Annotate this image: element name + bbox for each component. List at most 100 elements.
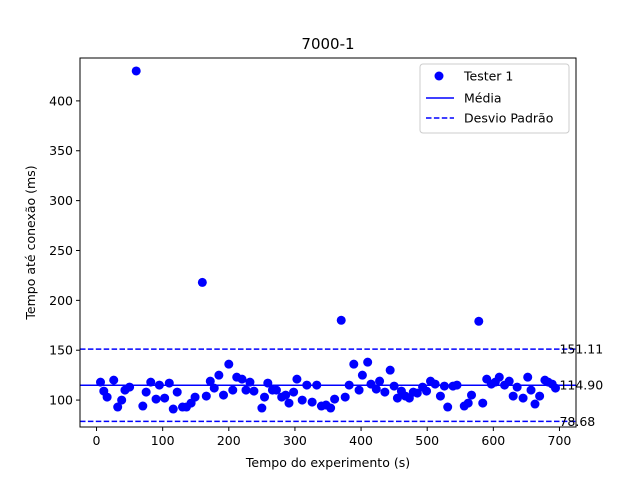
y-tick-label: 300 xyxy=(49,193,73,208)
data-point xyxy=(172,387,182,397)
data-point xyxy=(380,387,390,397)
x-tick-label: 600 xyxy=(481,433,505,448)
data-point xyxy=(190,392,200,402)
data-point xyxy=(439,381,449,391)
data-point xyxy=(550,383,560,393)
data-point xyxy=(160,393,170,403)
plot-area: 0 100 200 300 400 500 600 700 100 150 200 250 300 350… xyxy=(49,66,603,448)
data-point xyxy=(197,277,207,287)
data-point xyxy=(530,399,540,409)
data-point xyxy=(224,359,234,369)
x-tick-label: 200 xyxy=(217,433,241,448)
y-tick-label: 400 xyxy=(49,93,73,108)
data-point xyxy=(435,391,445,401)
legend-label-tester-1: Tester 1 xyxy=(463,69,513,84)
data-point xyxy=(508,391,518,401)
legend-box xyxy=(419,63,570,134)
data-point xyxy=(96,377,106,387)
data-point xyxy=(284,398,294,408)
data-point xyxy=(478,398,488,408)
y-tick-label: 200 xyxy=(49,293,73,308)
data-point xyxy=(214,370,224,380)
data-point xyxy=(330,394,340,404)
data-point xyxy=(363,357,373,367)
data-point xyxy=(336,315,346,325)
data-point xyxy=(141,387,151,397)
legend-marker-tester-1 xyxy=(434,71,444,81)
x-tick-label: 400 xyxy=(349,433,373,448)
data-point xyxy=(392,393,402,403)
y-tick-label: 150 xyxy=(49,343,73,358)
x-tick-label: 300 xyxy=(283,433,307,448)
data-point xyxy=(151,394,161,404)
axes-frame xyxy=(79,57,577,428)
x-tick-label: 500 xyxy=(415,433,439,448)
data-point xyxy=(312,380,322,390)
reference-value-label: 114.90 xyxy=(559,378,603,393)
reference-value-label: 151.11 xyxy=(559,342,603,357)
data-point xyxy=(389,381,399,391)
y-tick-label: 100 xyxy=(49,393,73,408)
data-point xyxy=(201,391,211,401)
data-point xyxy=(307,397,317,407)
data-point xyxy=(131,66,141,76)
data-point xyxy=(168,404,178,414)
data-point xyxy=(504,376,514,386)
data-point xyxy=(109,375,119,385)
data-point xyxy=(205,376,215,386)
y-tick-label: 250 xyxy=(49,243,73,258)
data-point xyxy=(422,386,432,396)
data-point xyxy=(297,395,307,405)
data-point xyxy=(452,380,462,390)
data-point xyxy=(371,384,381,394)
data-point xyxy=(154,380,164,390)
data-point xyxy=(245,377,255,387)
x-tick-label: 0 xyxy=(93,433,101,448)
data-point xyxy=(271,385,281,395)
data-point xyxy=(113,402,123,412)
data-point xyxy=(340,392,350,402)
data-point xyxy=(289,387,299,397)
data-point xyxy=(385,365,395,375)
data-point xyxy=(138,401,148,411)
data-point xyxy=(102,392,112,402)
data-point xyxy=(535,391,545,401)
data-point xyxy=(117,395,127,405)
y-tick-label: 350 xyxy=(49,143,73,158)
x-tick-label: 700 xyxy=(548,433,572,448)
data-point xyxy=(474,316,484,326)
data-point xyxy=(125,382,135,392)
data-point xyxy=(443,402,453,412)
legend-label-desvio-padrao: Desvio Padrão xyxy=(464,111,553,126)
legend-label-media: Média xyxy=(464,91,502,106)
data-point xyxy=(523,372,533,382)
data-point xyxy=(292,374,302,384)
x-tick-label: 100 xyxy=(151,433,175,448)
data-point xyxy=(228,385,238,395)
y-axis-title: Tempo até conexão (ms) xyxy=(23,165,38,320)
data-point xyxy=(241,385,251,395)
data-point xyxy=(430,379,440,389)
legend: Tester 1 Média Desvio Padrão xyxy=(419,63,570,134)
data-point xyxy=(326,403,336,413)
x-axis-title: Tempo do experimento (s) xyxy=(245,455,410,470)
data-point xyxy=(219,390,229,400)
chart-title: 7000-1 xyxy=(301,35,354,53)
data-point xyxy=(526,385,536,395)
data-point xyxy=(494,372,504,382)
data-point xyxy=(209,383,219,393)
data-point xyxy=(257,403,267,413)
data-point xyxy=(512,382,522,392)
data-point xyxy=(344,380,354,390)
reference-value-label: 78.68 xyxy=(559,414,595,429)
data-point xyxy=(146,377,156,387)
data-point xyxy=(463,398,473,408)
data-point xyxy=(260,392,270,402)
data-point xyxy=(357,370,367,380)
data-point xyxy=(237,374,247,384)
data-point xyxy=(375,376,385,386)
data-point xyxy=(249,386,259,396)
data-point xyxy=(354,385,364,395)
data-point xyxy=(467,390,477,400)
